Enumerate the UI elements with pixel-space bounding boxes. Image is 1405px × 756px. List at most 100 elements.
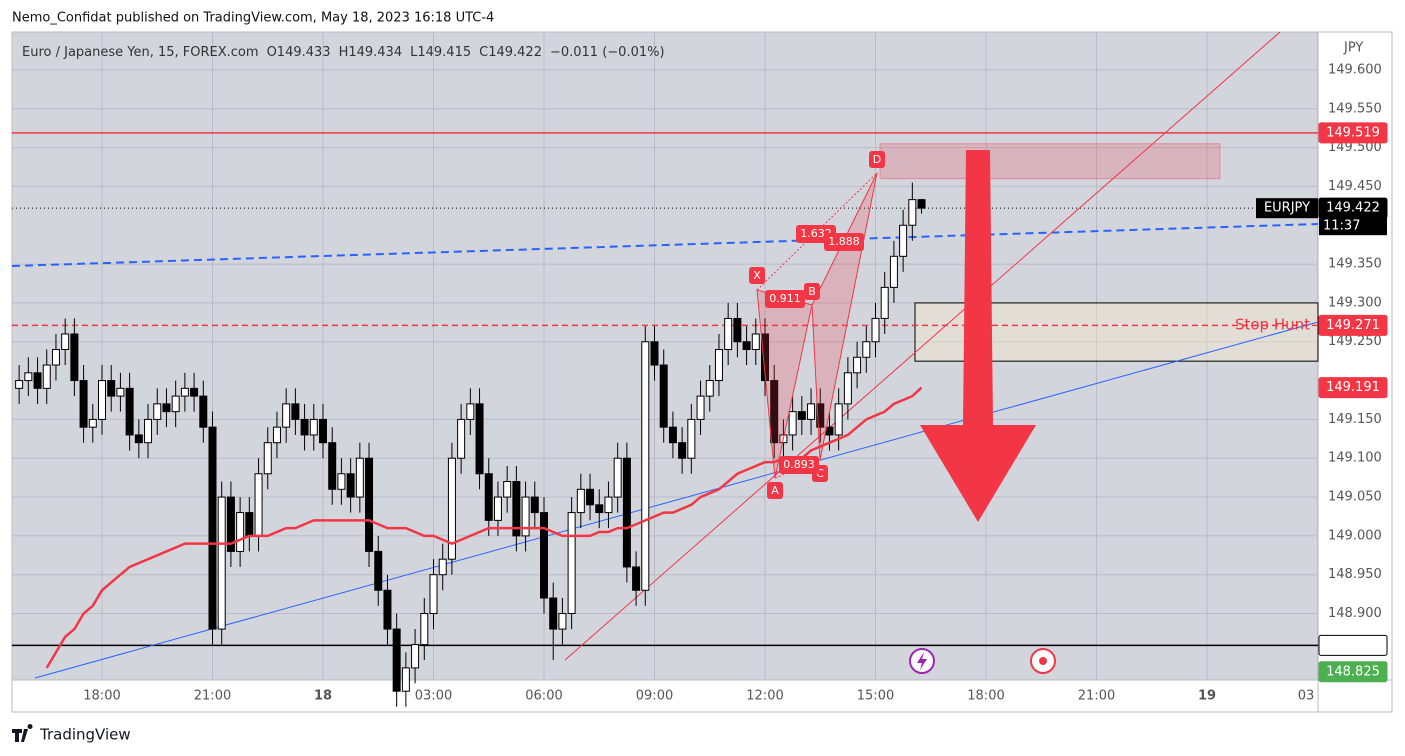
candle-body — [98, 380, 106, 420]
ohlc-value: −0.011 (−0.01%) — [550, 45, 665, 60]
x-tick-label: 09:00 — [636, 689, 673, 704]
candle-body — [346, 473, 355, 498]
candle-body — [816, 403, 825, 428]
y-tick-label: 149.050 — [1328, 490, 1382, 505]
candle-body — [549, 597, 558, 630]
candle-body — [337, 473, 346, 490]
candle-body — [420, 613, 429, 646]
symbol-title: Euro / Japanese Yen, 15, FOREX.com — [22, 45, 259, 60]
candle-body — [724, 317, 733, 351]
candle-body — [705, 380, 714, 397]
x-tick-label: 19 — [1198, 689, 1216, 704]
y-tick-label: 148.900 — [1328, 606, 1382, 621]
candle-body — [807, 403, 816, 420]
candle-body — [24, 372, 33, 382]
ratio-label: 1.888 — [828, 235, 860, 248]
candle-body — [319, 418, 327, 444]
pattern-badge — [749, 267, 765, 284]
candle-body — [61, 333, 70, 351]
ratio-label: 1.632 — [800, 227, 832, 240]
candle-body — [116, 387, 125, 397]
pattern-point-label: B — [808, 285, 816, 298]
candle-body — [429, 574, 438, 615]
candle-body — [825, 426, 834, 436]
pattern-point-label: A — [771, 484, 779, 497]
candle-body — [79, 380, 88, 428]
candle-body — [282, 403, 291, 428]
blue-trendline — [34, 321, 1319, 679]
candle-body — [595, 504, 604, 514]
candle-body — [236, 512, 245, 552]
y-tick-label: 149.450 — [1328, 179, 1382, 194]
countdown-badge — [1319, 217, 1387, 236]
event-icon-bolt — [917, 652, 927, 670]
candle-body — [576, 488, 585, 514]
x-tick-label: 12:00 — [746, 689, 783, 704]
price-badge — [1318, 634, 1388, 656]
candle-body — [70, 333, 79, 382]
price-axis: 148.900 148.950 149.000 149.050 149.100 149.1… — [83, 62, 1388, 704]
price-badge-label: 148.825 — [1326, 664, 1380, 679]
candle-body — [411, 644, 420, 669]
candle-body — [309, 418, 318, 436]
candle-body — [742, 341, 751, 351]
candle-body — [678, 442, 687, 459]
price-badge-label: 149.191 — [1326, 380, 1380, 395]
x-tick-label: 18:00 — [83, 689, 120, 704]
candle-body — [254, 473, 263, 537]
alert-icon-dot — [1039, 657, 1047, 665]
price-badge — [1318, 377, 1388, 399]
price-badge — [1318, 122, 1388, 144]
published-line: Nemo_Confidat published on TradingView.c… — [12, 11, 494, 26]
candle-body — [199, 395, 208, 428]
candle-body — [383, 589, 392, 630]
candle-body — [272, 426, 281, 444]
candle-body — [917, 199, 926, 209]
candle-body — [641, 341, 650, 591]
symbol-badge-label: EURJPY — [1264, 201, 1310, 216]
x-tick-label: 18:00 — [967, 689, 1004, 704]
candle-body — [15, 380, 24, 389]
candle-body — [512, 481, 521, 537]
x-tick-label: 21:00 — [1078, 689, 1115, 704]
price-badge-label: 149.271 — [1326, 318, 1380, 333]
candle-body — [862, 341, 871, 358]
candle-body — [33, 372, 42, 389]
red-trendline — [564, 31, 1281, 661]
ratio-badge — [779, 456, 819, 474]
candle-body — [503, 481, 512, 498]
candle-body — [475, 403, 484, 475]
down-arrow — [920, 150, 1036, 522]
candle-body — [668, 426, 677, 444]
y-tick-label: 149.000 — [1328, 528, 1382, 543]
y-tick-label: 149.100 — [1328, 451, 1382, 466]
candle-body — [540, 512, 548, 599]
candle-body — [355, 457, 364, 498]
levels — [12, 132, 1318, 647]
blue-dashed-trendline — [11, 223, 1319, 267]
candle-body — [613, 457, 622, 498]
candle-body — [291, 403, 300, 420]
candle-body — [125, 387, 134, 436]
candle-body — [586, 488, 595, 506]
candle-body — [880, 286, 889, 319]
frame — [11, 31, 1393, 713]
candle-body — [622, 457, 631, 568]
candle-body — [493, 496, 502, 521]
candle-body — [392, 628, 401, 692]
moving-average — [45, 386, 923, 669]
harmonic-pattern: X A B C D 1.632 0.911 0.893 1.888 — [749, 151, 885, 499]
candle-body — [696, 395, 705, 420]
y-tick-label: 149.350 — [1328, 257, 1382, 272]
candle-body — [650, 341, 659, 366]
price-badge-label: 148.859 — [1326, 638, 1380, 653]
ohlc-value: H149.434 — [339, 45, 403, 60]
candle-body — [853, 356, 862, 374]
candle-body — [245, 512, 254, 537]
candle-body — [180, 387, 189, 397]
candle-body — [843, 372, 852, 405]
candle-body — [365, 457, 374, 552]
y-tick-label: 149.150 — [1328, 412, 1382, 427]
candle-body — [208, 426, 217, 630]
symbol-badge — [1256, 198, 1318, 219]
